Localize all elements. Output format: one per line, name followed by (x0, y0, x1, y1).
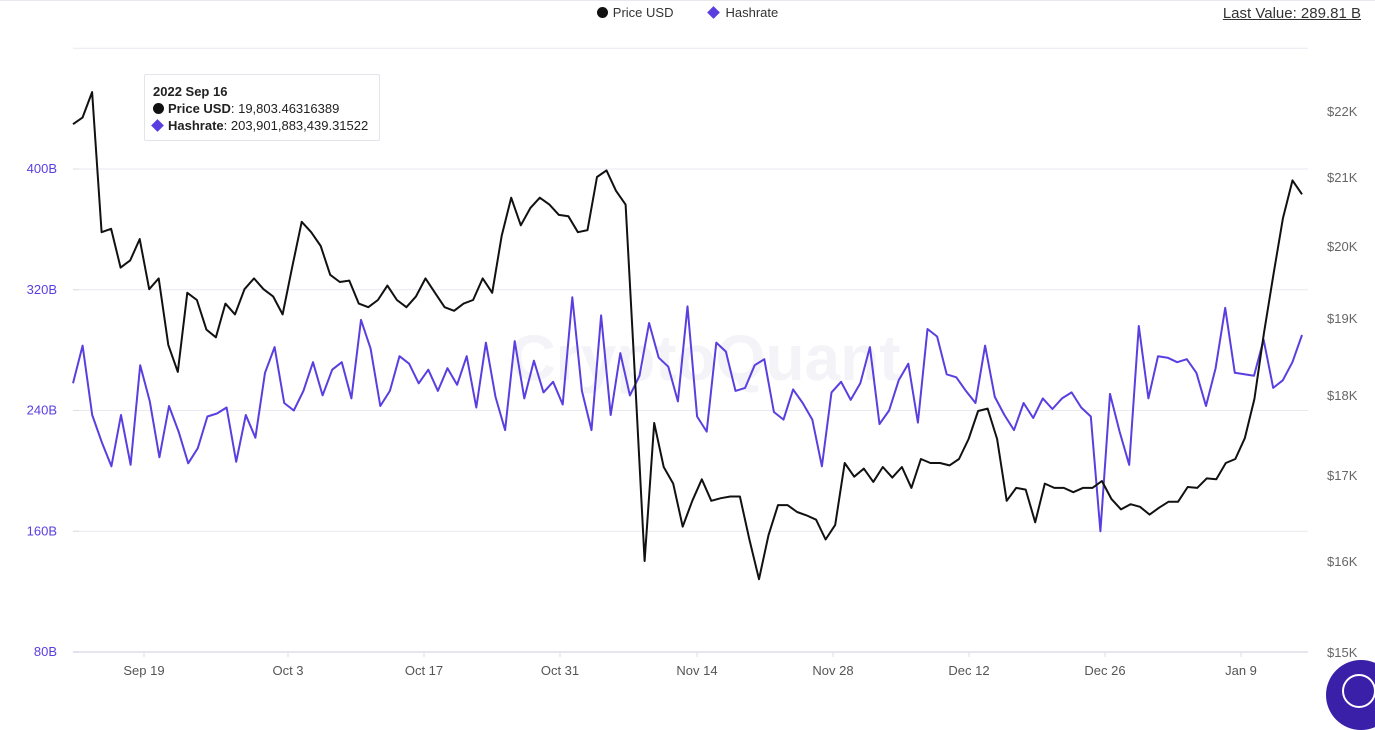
svg-text:Nov 14: Nov 14 (676, 663, 717, 678)
tooltip-hashrate-label: Hashrate (168, 118, 224, 133)
circle-marker-icon (596, 7, 608, 18)
chat-icon (1342, 674, 1375, 708)
svg-text:160B: 160B (27, 523, 57, 538)
svg-text:80B: 80B (34, 644, 57, 659)
line-chart[interactable]: CryptoQuant 80B 160B 240B 320B 400B $15K $16K… (0, 0, 1375, 688)
chart-legend: Price USD Hashrate (0, 5, 1375, 20)
circle-marker-icon (153, 103, 164, 114)
tooltip-hashrate-value: : 203,901,883,439.31522 (223, 118, 369, 133)
svg-text:Oct 17: Oct 17 (405, 663, 443, 678)
y-axis-left: 80B 160B 240B 320B 400B (27, 161, 79, 659)
grid-lines (73, 47, 1308, 653)
y-axis-right: $15K $16K $17K $18K $19K $20K $21K $22K (1327, 104, 1358, 660)
svg-text:320B: 320B (27, 282, 57, 297)
legend-label-price: Price USD (612, 5, 674, 20)
watermark: CryptoQuant (509, 322, 900, 394)
svg-text:$20K: $20K (1327, 239, 1358, 254)
svg-text:Nov 28: Nov 28 (812, 663, 853, 678)
legend-item-hashrate[interactable]: Hashrate (707, 5, 779, 20)
diamond-marker-icon (151, 119, 164, 132)
tooltip-price-value: : 19,803.46316389 (230, 101, 340, 116)
svg-text:Dec 26: Dec 26 (1084, 663, 1125, 678)
hashrate-line (72, 296, 1303, 533)
price-line (72, 91, 1303, 581)
hover-tooltip: 2022 Sep 16 Price USD: 19,803.46316389 H… (144, 74, 380, 141)
svg-text:Oct 3: Oct 3 (272, 663, 303, 678)
svg-text:240B: 240B (27, 403, 57, 418)
svg-text:$15K: $15K (1327, 645, 1358, 660)
svg-text:Sep 19: Sep 19 (123, 663, 164, 678)
svg-text:$18K: $18K (1327, 388, 1358, 403)
tooltip-row-hashrate: Hashrate: 203,901,883,439.31522 (151, 117, 379, 134)
tooltip-row-price: Price USD: 19,803.46316389 (153, 100, 379, 117)
svg-text:$21K: $21K (1327, 170, 1358, 185)
svg-text:$16K: $16K (1327, 554, 1358, 569)
x-axis: Sep 19 Oct 3 Oct 17 Oct 31 Nov 14 Nov 28 Dec 1… (123, 652, 1257, 678)
top-border (0, 0, 1375, 1)
tooltip-price-label: Price USD (168, 101, 231, 116)
svg-text:Jan 9: Jan 9 (1225, 663, 1257, 678)
svg-text:400B: 400B (27, 161, 57, 176)
svg-text:Oct 31: Oct 31 (541, 663, 579, 678)
svg-text:$19K: $19K (1327, 311, 1358, 326)
legend-item-price-usd[interactable]: Price USD (596, 5, 674, 20)
legend-label-hashrate: Hashrate (725, 5, 779, 20)
last-value-link[interactable]: Last Value: 289.81 B (1222, 5, 1361, 22)
svg-text:$17K: $17K (1327, 468, 1358, 483)
svg-text:Dec 12: Dec 12 (948, 663, 989, 678)
svg-text:$22K: $22K (1327, 104, 1358, 119)
tooltip-date: 2022 Sep 16 (153, 84, 228, 99)
